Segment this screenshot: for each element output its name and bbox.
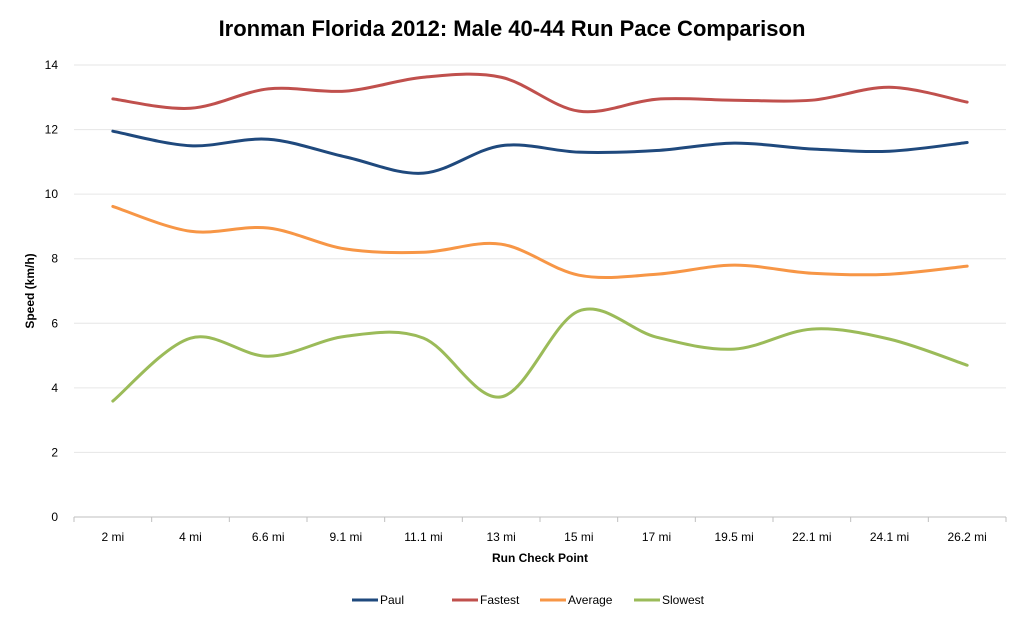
- y-tick-label: 14: [45, 58, 59, 72]
- legend-label-slowest: Slowest: [662, 593, 705, 607]
- x-tick-label: 11.1 mi: [404, 530, 442, 544]
- x-tick-label: 22.1 mi: [792, 530, 831, 544]
- x-tick-label: 26.2 mi: [947, 530, 986, 544]
- y-tick-label: 12: [45, 123, 59, 137]
- x-tick-label: 6.6 mi: [252, 530, 285, 544]
- y-tick-label: 4: [51, 381, 58, 395]
- y-tick-label: 8: [51, 252, 58, 266]
- y-tick-label: 0: [51, 510, 58, 524]
- series-line-slowest: [111, 307, 969, 403]
- series-line-average: [111, 204, 969, 280]
- legend-label-paul: Paul: [380, 593, 404, 607]
- series-line-paul: [111, 129, 969, 175]
- legend-label-average: Average: [568, 593, 613, 607]
- x-tick-label: 24.1 mi: [870, 530, 909, 544]
- chart-title: Ironman Florida 2012: Male 40-44 Run Pac…: [218, 16, 806, 41]
- x-tick-label: 17 mi: [642, 530, 671, 544]
- x-tick-label: 19.5 mi: [714, 530, 753, 544]
- x-tick-label: 4 mi: [179, 530, 202, 544]
- x-tick-label: 15 mi: [564, 530, 593, 544]
- y-tick-label: 10: [45, 187, 59, 201]
- y-tick-label: 2: [51, 445, 58, 459]
- x-tick-label: 13 mi: [486, 530, 515, 544]
- x-tick-label: 2 mi: [101, 530, 124, 544]
- x-tick-label: 9.1 mi: [329, 530, 362, 544]
- y-tick-label: 6: [51, 316, 58, 330]
- y-axis-title: Speed (km/h): [23, 253, 37, 328]
- series-line-fastest: [111, 72, 969, 114]
- x-axis-title: Run Check Point: [492, 551, 588, 565]
- legend-label-fastest: Fastest: [480, 593, 520, 607]
